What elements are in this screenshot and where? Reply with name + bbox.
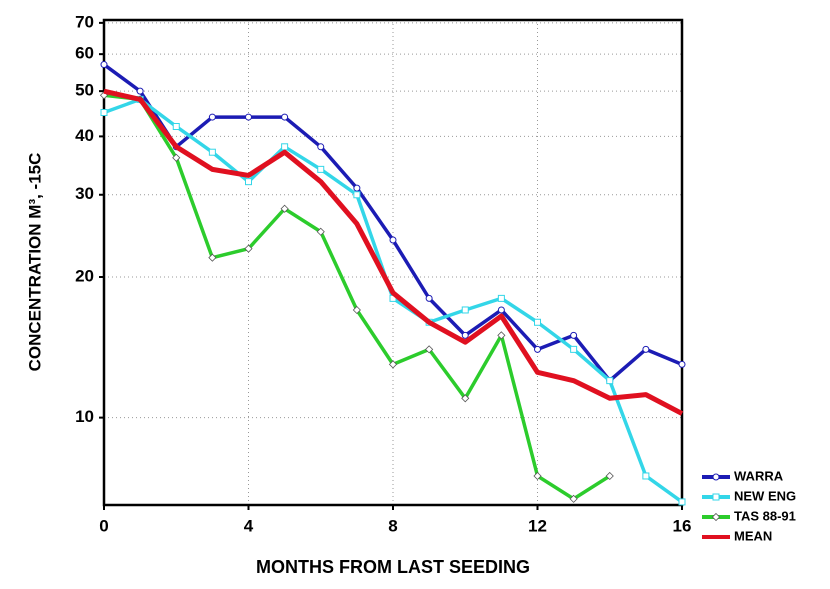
- point: [497, 331, 506, 340]
- point: [534, 318, 541, 326]
- y-tick-label: 10: [75, 407, 94, 426]
- x-axis-label: MONTHS FROM LAST SEEDING: [256, 557, 530, 577]
- x-tick-label: 16: [673, 516, 692, 535]
- point: [533, 471, 542, 481]
- point: [461, 306, 469, 314]
- point: [712, 493, 720, 501]
- point: [208, 113, 216, 121]
- point: [497, 306, 505, 314]
- point: [100, 109, 108, 117]
- point: [172, 153, 181, 162]
- point: [245, 113, 252, 121]
- point: [352, 305, 361, 315]
- point: [605, 471, 614, 481]
- legend-label: MEAN: [734, 528, 772, 543]
- point: [497, 294, 505, 302]
- point: [244, 244, 253, 253]
- y-tick-label: 60: [75, 44, 94, 63]
- point: [317, 143, 325, 151]
- point: [678, 498, 686, 506]
- point: [208, 148, 216, 156]
- point: [678, 360, 686, 368]
- point: [606, 377, 614, 385]
- point: [353, 191, 361, 199]
- point: [534, 345, 541, 353]
- point: [425, 345, 434, 354]
- series-line: [103, 88, 684, 416]
- plot-frame: [102, 18, 684, 507]
- point: [569, 494, 578, 503]
- x-tick-label: 0: [99, 516, 108, 535]
- legend-label: NEW ENG: [734, 488, 796, 503]
- y-tick-label: 40: [75, 126, 94, 145]
- y-tick-label: 50: [75, 81, 94, 100]
- point: [353, 184, 361, 192]
- point: [280, 204, 289, 213]
- point: [245, 178, 252, 186]
- point: [281, 143, 289, 151]
- point: [425, 294, 433, 302]
- point: [642, 472, 650, 480]
- point: [208, 253, 217, 262]
- point: [642, 345, 650, 353]
- point: [711, 512, 721, 522]
- y-axis-label: CONCENTRATION M³, -15C: [25, 153, 44, 372]
- y-tick-label: 30: [75, 184, 94, 203]
- legend-label: TAS 88-91: [734, 508, 796, 523]
- point: [388, 360, 398, 369]
- x-tick-label: 4: [244, 516, 254, 535]
- x-tick-label: 8: [388, 516, 397, 535]
- y-tick-label: 70: [75, 12, 94, 31]
- point: [389, 236, 397, 244]
- y-tick-label: 20: [75, 266, 94, 285]
- point: [316, 227, 325, 236]
- point: [461, 331, 469, 339]
- point: [136, 87, 144, 95]
- point: [712, 473, 720, 481]
- point: [461, 394, 470, 403]
- point: [281, 113, 289, 121]
- point: [100, 61, 108, 69]
- point: [317, 165, 325, 173]
- point: [172, 123, 180, 131]
- point: [570, 345, 578, 353]
- point: [570, 331, 578, 339]
- x-tick-label: 12: [528, 516, 547, 535]
- legend-label: WARRA: [734, 468, 784, 483]
